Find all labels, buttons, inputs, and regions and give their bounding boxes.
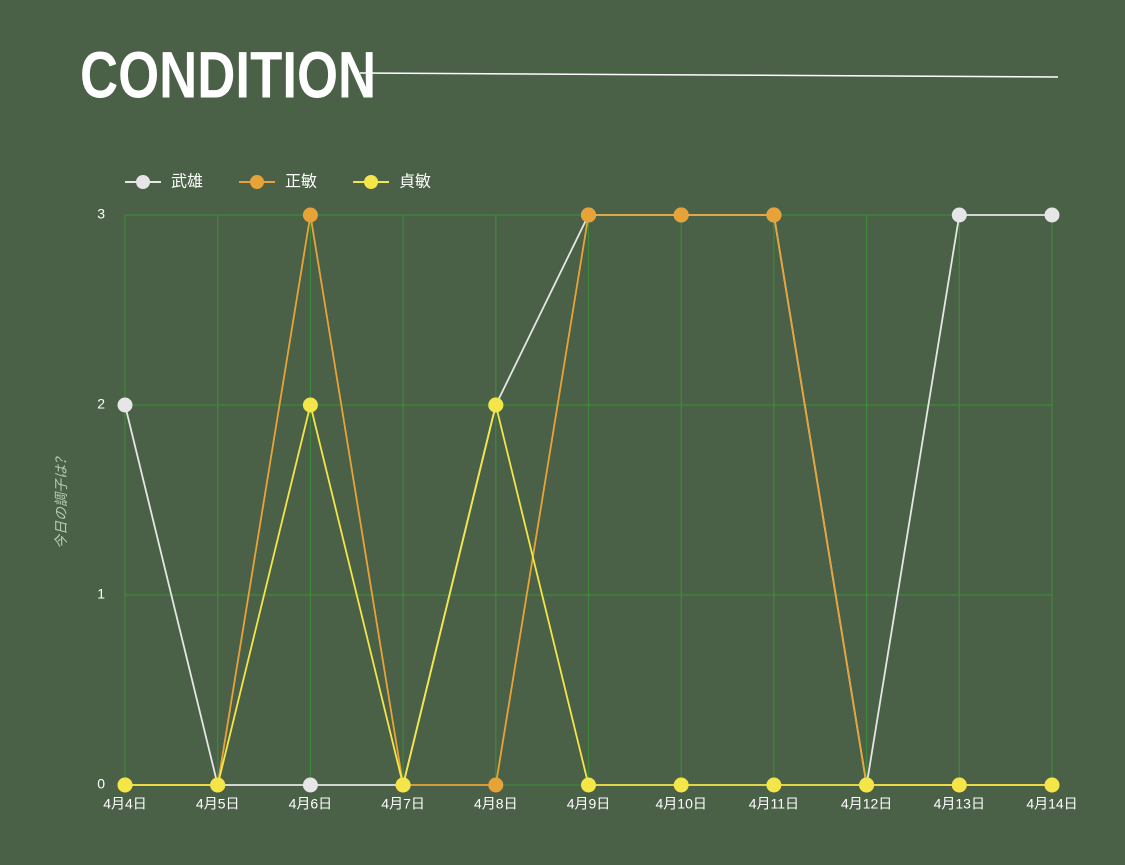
data-point: [302, 777, 318, 793]
chart-title: CONDITION: [80, 38, 376, 112]
legend-label: 武雄: [171, 172, 203, 191]
data-point: [766, 777, 782, 793]
x-tick-label: 4月14日: [1026, 796, 1077, 812]
data-point: [488, 397, 504, 413]
y-tick-label: 3: [97, 206, 105, 222]
data-point: [1044, 777, 1060, 793]
data-point: [302, 207, 318, 223]
title-rule: [359, 72, 1059, 78]
data-point: [210, 777, 226, 793]
data-point: [1044, 207, 1060, 223]
y-tick-label: 2: [97, 396, 105, 412]
x-tick-label: 4月10日: [656, 796, 707, 812]
data-point: [581, 207, 596, 223]
data-point: [117, 777, 133, 793]
data-point: [951, 777, 967, 793]
data-point: [395, 777, 411, 793]
x-tick-label: 4月6日: [289, 796, 333, 812]
x-tick-label: 4月7日: [381, 796, 425, 812]
data-point: [581, 777, 596, 793]
x-tick-label: 4月8日: [474, 796, 518, 812]
data-point: [117, 397, 133, 413]
y-axis-label: 今日の調子は？: [54, 451, 70, 549]
x-tick-label: 4月4日: [103, 796, 147, 812]
legend-label: 正敏: [285, 172, 317, 191]
legend-swatch: [250, 175, 265, 189]
data-point: [859, 777, 875, 793]
data-point: [951, 207, 967, 223]
x-tick-label: 4月11日: [749, 796, 799, 812]
y-tick-label: 0: [97, 776, 105, 792]
data-point: [766, 207, 782, 223]
legend-swatch: [136, 175, 150, 189]
data-point: [673, 777, 689, 793]
x-tick-label: 4月12日: [841, 796, 892, 812]
x-tick-label: 4月9日: [567, 796, 611, 812]
legend-swatch: [364, 175, 379, 189]
legend-label: 貞敏: [399, 172, 431, 191]
x-tick-label: 4月5日: [196, 796, 240, 812]
y-tick-label: 1: [97, 586, 105, 602]
data-point: [302, 397, 318, 413]
x-tick-label: 4月13日: [934, 796, 985, 812]
data-point: [673, 207, 689, 223]
data-point: [488, 777, 504, 793]
